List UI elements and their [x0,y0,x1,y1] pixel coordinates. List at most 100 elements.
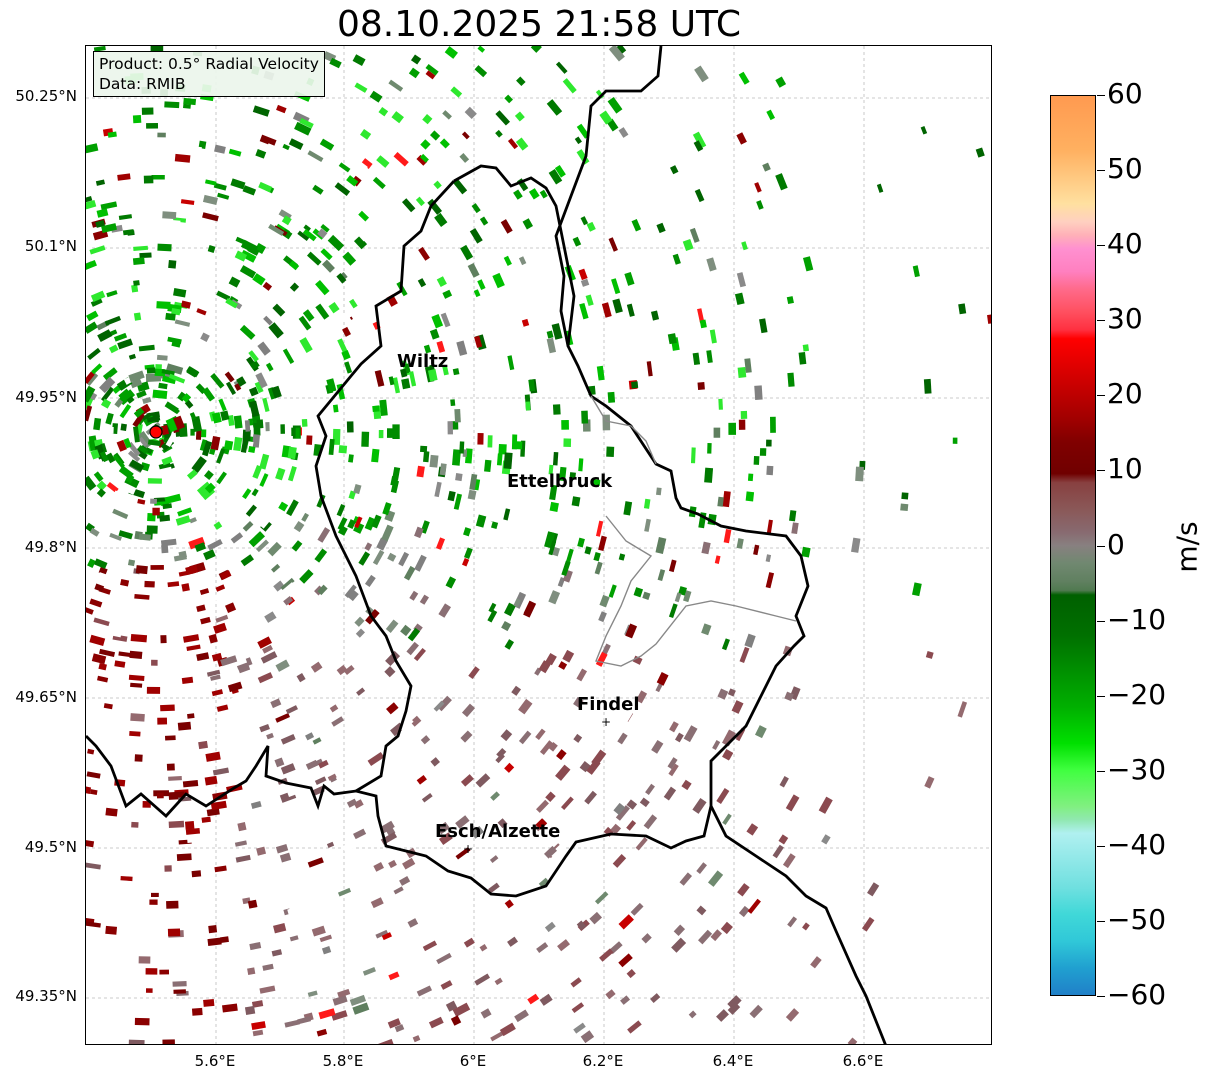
radar-echo-cell [87,347,101,361]
radar-echo-cell [337,988,351,998]
radar-echo-cell [467,884,477,894]
radar-echo-cell [706,316,713,327]
radar-echo-cell [438,603,451,618]
colorbar-tick [1097,996,1105,997]
radar-echo-cell [786,296,794,305]
radar-echo-cell [346,589,359,602]
radar-echo-cell [200,332,210,342]
radar-echo-cell [507,138,519,150]
radar-echo-cell [617,732,628,745]
radar-echo-cell [753,544,760,556]
radar-echo-cell [667,757,678,770]
radar-echo-cell [166,363,184,375]
radar-echo-cell [352,54,366,66]
radar-echo-cell [120,876,133,882]
radar-echo-cell [203,470,214,481]
radar-echo-cell [251,488,259,497]
radar-echo-cell [220,410,230,421]
radar-echo-cell [86,405,93,422]
radar-echo-cell [172,981,187,987]
radar-echo-cell [260,651,278,664]
radar-echo-cell [737,883,750,897]
radar-echo-cell [160,447,176,460]
radar-echo-cell [341,350,351,361]
radar-echo-cell [442,289,453,299]
radar-echo-cell [787,552,798,569]
radar-echo-cell [756,200,764,210]
radar-echo-cell [688,1010,697,1019]
radar-echo-cell [698,929,713,945]
radar-echo-cell [301,512,309,522]
radar-echo-cell [762,162,771,172]
radar-echo-cell [173,989,186,994]
radar-echo-cell [224,371,235,383]
radar-echo-cell [798,351,807,365]
radar-echo-cell [117,173,131,181]
radar-echo-cell [150,565,164,570]
radar-echo-cell [717,496,724,507]
radar-echo-cell [779,776,789,788]
radar-echo-cell [214,865,227,873]
radar-echo-cell [276,104,287,114]
radar-echo-cell [372,176,386,190]
radar-echo-cell [105,925,118,935]
country-border-east [554,46,663,347]
radar-echo-cell [160,704,175,712]
radar-echo-cell [180,199,195,205]
colorbar-tick [1097,846,1105,847]
radar-echo-cell [336,383,346,400]
radar-echo-cell [354,516,363,529]
radar-echo-cell [616,781,628,793]
radar-echo-cell [434,481,442,498]
radar-echo-cell [248,531,266,548]
radar-echo-cell [227,451,239,466]
radar-echo-cell [279,852,292,863]
radar-echo-cell [164,101,180,109]
radar-echo-cell [385,650,401,667]
radar-echo-cell [161,456,173,466]
radar-echo-cell [233,436,243,452]
radar-echo-cell [234,840,248,847]
radar-echo-cell [556,749,567,761]
radar-echo-cell [233,415,243,429]
radar-echo-cell [134,754,143,762]
radar-echo-cell [570,977,582,988]
radar-echo-cell [607,97,623,114]
radar-echo-cell [414,423,422,438]
radar-echo-cell [118,214,133,220]
radar-echo-cell [242,488,252,500]
radar-echo-cell [161,375,177,385]
radar-echo-cell [548,464,554,475]
radar-echo-cell [234,657,248,667]
radar-echo-cell [316,1028,328,1037]
radar-echo-cell [257,636,272,649]
radar-echo-cell [958,303,967,315]
radar-echo-cell [151,659,158,666]
radar-echo-cell [578,268,588,281]
radar-echo-cell [321,946,332,955]
radar-echo-cell [429,130,441,141]
radar-echo-cell [275,713,290,723]
radar-echo-cell [643,498,651,509]
radar-echo-cell [317,584,328,596]
radar-echo-cell [239,324,256,340]
radar-echo-cell [400,624,412,637]
colorbar-tick-label: −60 [1107,978,1167,1011]
radar-echo-cell [518,730,532,745]
radar-echo-cell [86,260,97,272]
radar-echo-cell [349,994,367,1007]
radar-map[interactable]: + + [85,45,992,1045]
radar-echo-cell [500,729,513,742]
radar-echo-cell [155,364,162,371]
radar-echo-cell [505,818,520,832]
radar-echo-cell [584,790,597,805]
radar-echo-cell [242,520,254,532]
radar-echo-cell [422,940,438,952]
radar-echo-cell [400,368,408,378]
radar-echo-cell [562,78,577,94]
radar-echo-cell [821,834,831,845]
radar-echo-cell [407,627,421,642]
colorbar-tick [1097,170,1105,171]
radar-echo-cell [720,921,733,935]
radar-echo-cell [546,99,563,116]
